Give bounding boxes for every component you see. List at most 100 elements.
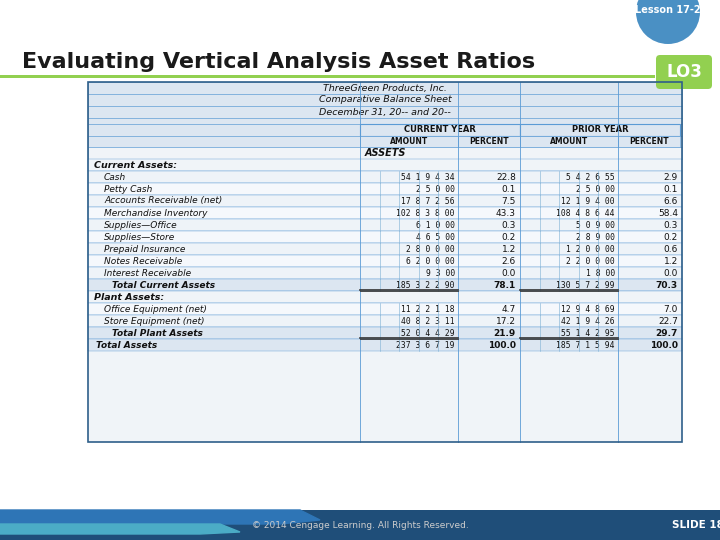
Text: 58.4: 58.4 xyxy=(658,208,678,218)
Bar xyxy=(360,136,458,147)
FancyBboxPatch shape xyxy=(656,55,712,89)
Bar xyxy=(520,124,680,136)
Text: PERCENT: PERCENT xyxy=(469,137,509,146)
Text: Supplies—Office: Supplies—Office xyxy=(104,220,178,230)
Text: Accounts Receivable (net): Accounts Receivable (net) xyxy=(104,197,222,206)
Bar xyxy=(88,147,682,159)
Text: 29.7: 29.7 xyxy=(656,328,678,338)
Text: 7.0: 7.0 xyxy=(664,305,678,314)
Text: Petty Cash: Petty Cash xyxy=(104,185,153,193)
Circle shape xyxy=(636,0,700,44)
Bar xyxy=(88,243,682,255)
Text: Office Equipment (net): Office Equipment (net) xyxy=(104,305,207,314)
Text: 7.5: 7.5 xyxy=(502,197,516,206)
Text: 55 1 4 2 95: 55 1 4 2 95 xyxy=(562,328,615,338)
Text: 22.7: 22.7 xyxy=(658,316,678,326)
Text: 17.2: 17.2 xyxy=(496,316,516,326)
Text: SLIDE 18: SLIDE 18 xyxy=(672,520,720,530)
Text: 17 8 7 2 56: 17 8 7 2 56 xyxy=(401,197,455,206)
Bar xyxy=(88,315,682,327)
Text: 22.8: 22.8 xyxy=(496,172,516,181)
Bar xyxy=(88,231,682,243)
Bar xyxy=(88,171,682,183)
Text: 1.2: 1.2 xyxy=(664,256,678,266)
Text: Plant Assets:: Plant Assets: xyxy=(94,293,164,301)
Text: 0.0: 0.0 xyxy=(664,268,678,278)
Bar xyxy=(88,339,682,351)
Text: 102 8 3 8 00: 102 8 3 8 00 xyxy=(397,208,455,218)
Text: 2.9: 2.9 xyxy=(664,172,678,181)
Text: Supplies—Store: Supplies—Store xyxy=(104,233,175,241)
Text: Interest Receivable: Interest Receivable xyxy=(104,268,191,278)
Bar xyxy=(88,82,682,442)
Text: 9 3 00: 9 3 00 xyxy=(426,268,455,278)
Bar xyxy=(0,510,280,524)
Text: 237 3 6 7 19: 237 3 6 7 19 xyxy=(397,341,455,349)
Text: Comparative Balance Sheet: Comparative Balance Sheet xyxy=(319,96,451,105)
Bar xyxy=(88,124,682,136)
Bar xyxy=(0,522,200,534)
Text: 0.6: 0.6 xyxy=(664,245,678,253)
Text: 52 0 4 4 29: 52 0 4 4 29 xyxy=(401,328,455,338)
Text: 0.1: 0.1 xyxy=(502,185,516,193)
Text: 4 6 5 00: 4 6 5 00 xyxy=(416,233,455,241)
Text: 2 5 0 00: 2 5 0 00 xyxy=(576,185,615,193)
Text: 11 2 2 1 18: 11 2 2 1 18 xyxy=(401,305,455,314)
Text: Merchandise Inventory: Merchandise Inventory xyxy=(104,208,207,218)
Text: 2 2 0 0 00: 2 2 0 0 00 xyxy=(566,256,615,266)
Text: 4.7: 4.7 xyxy=(502,305,516,314)
Text: 1.2: 1.2 xyxy=(502,245,516,253)
Text: 2 8 9 00: 2 8 9 00 xyxy=(576,233,615,241)
Text: 70.3: 70.3 xyxy=(656,280,678,289)
Text: CURRENT YEAR: CURRENT YEAR xyxy=(404,125,476,134)
Text: © 2014 Cengage Learning. All Rights Reserved.: © 2014 Cengage Learning. All Rights Rese… xyxy=(251,521,469,530)
Text: PRIOR YEAR: PRIOR YEAR xyxy=(572,125,629,134)
Bar xyxy=(0,75,655,78)
Bar xyxy=(88,159,682,171)
Text: 0.0: 0.0 xyxy=(502,268,516,278)
Text: Cash: Cash xyxy=(104,172,126,181)
Text: 185 7 1 5 94: 185 7 1 5 94 xyxy=(557,341,615,349)
Polygon shape xyxy=(0,510,320,524)
Bar xyxy=(88,303,682,315)
Text: AMOUNT: AMOUNT xyxy=(390,137,428,146)
Text: ASSETS: ASSETS xyxy=(364,148,405,158)
Text: 6.6: 6.6 xyxy=(664,197,678,206)
Text: LO3: LO3 xyxy=(666,63,702,81)
Text: 0.1: 0.1 xyxy=(664,185,678,193)
Bar xyxy=(88,327,682,339)
Bar xyxy=(88,291,682,303)
Text: Evaluating Vertical Analysis Asset Ratios: Evaluating Vertical Analysis Asset Ratio… xyxy=(22,52,535,72)
Text: Prepaid Insurance: Prepaid Insurance xyxy=(104,245,185,253)
Text: 6 1 0 00: 6 1 0 00 xyxy=(416,220,455,230)
Text: 6 2 0 0 00: 6 2 0 0 00 xyxy=(406,256,455,266)
Bar xyxy=(618,136,680,147)
Bar xyxy=(88,279,682,291)
Text: 108 4 8 6 44: 108 4 8 6 44 xyxy=(557,208,615,218)
Text: Lesson 17-2: Lesson 17-2 xyxy=(635,5,701,15)
Text: 78.1: 78.1 xyxy=(494,280,516,289)
Text: 12 9 4 8 69: 12 9 4 8 69 xyxy=(562,305,615,314)
Text: 1 2 0 0 00: 1 2 0 0 00 xyxy=(566,245,615,253)
Text: December 31, 20-- and 20--: December 31, 20-- and 20-- xyxy=(319,107,451,117)
Text: 0.3: 0.3 xyxy=(664,220,678,230)
Bar xyxy=(88,106,682,118)
Bar xyxy=(88,118,682,124)
Text: 100.0: 100.0 xyxy=(488,341,516,349)
Text: Store Equipment (net): Store Equipment (net) xyxy=(104,316,204,326)
Text: Notes Receivable: Notes Receivable xyxy=(104,256,182,266)
Bar xyxy=(88,94,682,106)
Text: 185 3 2 2 90: 185 3 2 2 90 xyxy=(397,280,455,289)
Text: ThreeGreen Products, Inc.: ThreeGreen Products, Inc. xyxy=(323,84,447,92)
Text: 2 5 0 00: 2 5 0 00 xyxy=(416,185,455,193)
Text: 100.0: 100.0 xyxy=(650,341,678,349)
Bar xyxy=(88,136,682,147)
Bar xyxy=(520,136,618,147)
Text: 2.6: 2.6 xyxy=(502,256,516,266)
Bar xyxy=(88,195,682,207)
Text: 12 1 9 4 00: 12 1 9 4 00 xyxy=(562,197,615,206)
Text: Total Current Assets: Total Current Assets xyxy=(112,280,215,289)
Text: 21.9: 21.9 xyxy=(494,328,516,338)
Text: 0.2: 0.2 xyxy=(502,233,516,241)
Text: Total Plant Assets: Total Plant Assets xyxy=(112,328,203,338)
